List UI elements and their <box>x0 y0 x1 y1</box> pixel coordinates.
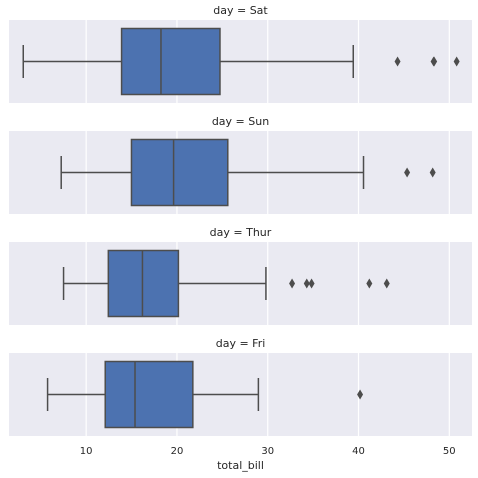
outlier-point <box>453 56 460 67</box>
outlier-point <box>404 167 411 178</box>
iqr-box <box>120 27 221 96</box>
facet-panel: day = Fri <box>9 337 472 436</box>
outlier-point <box>394 56 401 67</box>
outlier-point <box>357 389 364 400</box>
facet-panel: day = Sat <box>9 4 472 103</box>
iqr-box <box>104 360 194 429</box>
panel-title: day = Sun <box>212 115 269 128</box>
facet-panel: day = Sun <box>9 115 472 214</box>
x-tick-label: 40 <box>352 446 365 457</box>
x-tick-label: 50 <box>443 446 456 457</box>
outlier-point <box>289 278 296 289</box>
outlier-point <box>429 167 436 178</box>
iqr-box <box>107 249 180 318</box>
x-tick-label: 30 <box>261 446 274 457</box>
x-axis-label: total_bill <box>217 459 264 472</box>
facet-panel: day = Thur <box>9 226 472 325</box>
outlier-point <box>383 278 390 289</box>
outlier-point <box>366 278 373 289</box>
panel-title: day = Sat <box>213 4 268 17</box>
outlier-point <box>431 56 438 67</box>
outlier-point <box>303 278 310 289</box>
panel-title: day = Thur <box>210 226 272 239</box>
x-tick-label: 10 <box>80 446 93 457</box>
outlier-point <box>308 278 315 289</box>
x-tick-label: 20 <box>171 446 184 457</box>
iqr-box <box>130 138 229 207</box>
panel-title: day = Fri <box>216 337 266 350</box>
